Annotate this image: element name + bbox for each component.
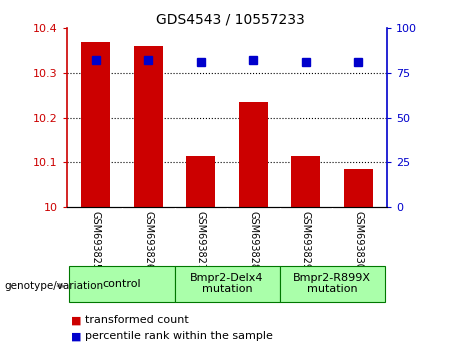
Text: ■: ■: [71, 315, 82, 325]
Text: Bmpr2-Delx4
mutation: Bmpr2-Delx4 mutation: [190, 273, 264, 295]
Text: GSM693825: GSM693825: [91, 211, 101, 270]
Text: GSM693828: GSM693828: [248, 211, 258, 270]
Text: percentile rank within the sample: percentile rank within the sample: [85, 331, 273, 341]
Bar: [81, 42, 110, 207]
Bar: [186, 156, 215, 207]
Text: GSM693827: GSM693827: [196, 211, 206, 270]
Text: ■: ■: [71, 331, 82, 341]
Text: GSM693829: GSM693829: [301, 211, 311, 270]
Text: GSM693826: GSM693826: [143, 211, 153, 270]
Bar: [134, 46, 163, 207]
FancyBboxPatch shape: [175, 266, 279, 302]
Bar: [239, 102, 268, 207]
FancyBboxPatch shape: [279, 266, 384, 302]
Text: control: control: [103, 279, 142, 289]
Text: Bmpr2-R899X
mutation: Bmpr2-R899X mutation: [293, 273, 371, 295]
Text: GDS4543 / 10557233: GDS4543 / 10557233: [156, 12, 305, 27]
Bar: [344, 169, 373, 207]
FancyBboxPatch shape: [70, 266, 175, 302]
Text: transformed count: transformed count: [85, 315, 189, 325]
Text: GSM693830: GSM693830: [353, 211, 363, 269]
Text: genotype/variation: genotype/variation: [5, 281, 104, 291]
Bar: [291, 156, 320, 207]
